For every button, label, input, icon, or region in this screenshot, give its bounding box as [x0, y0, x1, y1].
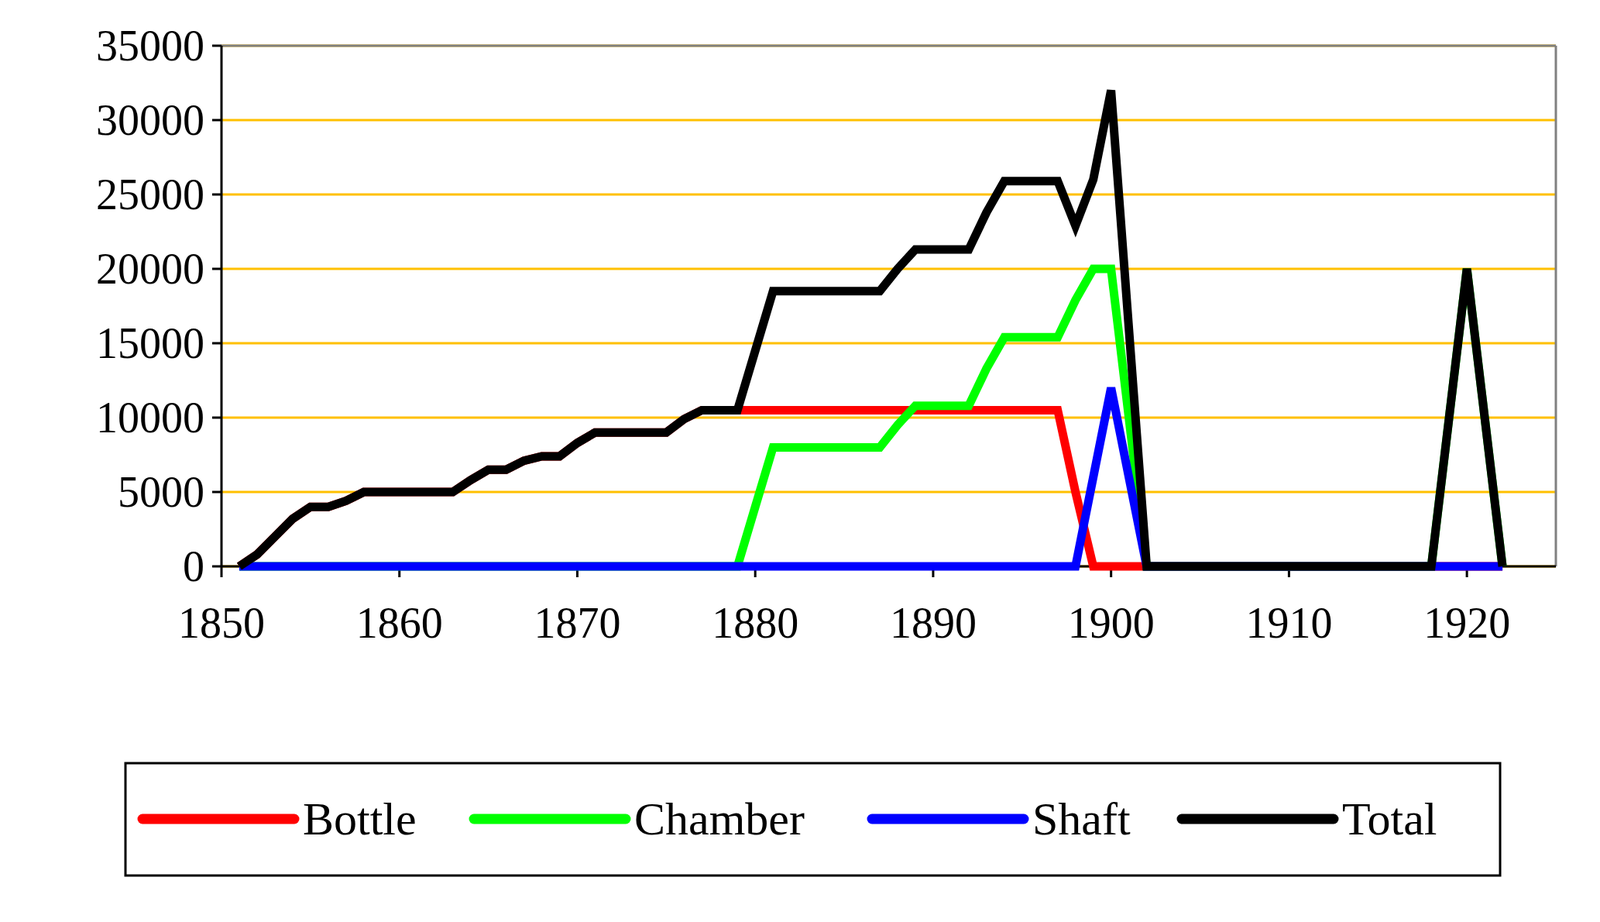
- x-tick-label: 1890: [889, 598, 977, 647]
- y-tick: [212, 342, 222, 345]
- legend-label: Chamber: [634, 793, 805, 845]
- grid-line: [221, 342, 1556, 345]
- y-tick-label: 30000: [96, 96, 205, 145]
- x-tick-label: 1910: [1245, 598, 1333, 647]
- y-tick: [212, 44, 222, 48]
- series-line: [239, 268, 1503, 567]
- legend-swatch: [473, 813, 626, 825]
- x-tick-label: 1870: [533, 598, 621, 647]
- legend: Bottle Chamber Shaft Total: [125, 762, 1501, 876]
- plot-area: [239, 90, 1503, 567]
- y-tick: [212, 193, 222, 196]
- x-tick: [220, 566, 224, 577]
- y-tick: [212, 267, 222, 271]
- frame: [1555, 45, 1558, 567]
- x-tick-label: 1850: [178, 598, 265, 647]
- y-tick: [212, 119, 222, 122]
- y-tick-label: 15000: [96, 319, 205, 368]
- legend-label: Bottle: [302, 793, 417, 845]
- legend-box: [125, 762, 1501, 876]
- grid-line: [221, 193, 1556, 196]
- y-tick-label: 35000: [96, 21, 205, 70]
- grid-line: [221, 416, 1556, 419]
- y-axis: [220, 45, 224, 567]
- y-tick-label: 0: [182, 542, 205, 591]
- series-line: [239, 90, 1503, 567]
- series-line: [239, 387, 1503, 567]
- grid-line: [221, 267, 1556, 271]
- grid-line: [221, 44, 1556, 48]
- x-tick-label: 1900: [1067, 598, 1155, 647]
- x-tick-label: 1880: [711, 598, 799, 647]
- y-tick: [212, 416, 222, 419]
- y-tick: [212, 490, 222, 494]
- legend-label: Shaft: [1032, 793, 1131, 845]
- legend-swatch: [1181, 813, 1334, 825]
- y-tick-label: 10000: [96, 393, 205, 442]
- legend-label: Total: [1342, 793, 1437, 845]
- y-tick: [212, 565, 222, 568]
- y-tick-label: 25000: [96, 170, 205, 219]
- legend-swatch: [872, 813, 1024, 825]
- chart: 0 5000 10000 15000 20000 25000 30000 35000 1850 1…: [0, 0, 1600, 922]
- legend-swatch: [142, 813, 295, 825]
- x-tick-label: 1920: [1423, 598, 1511, 647]
- y-tick-label: 20000: [96, 244, 205, 293]
- grid-line: [221, 119, 1556, 122]
- x-tick-label: 1860: [356, 598, 443, 647]
- y-tick-label: 5000: [117, 467, 205, 516]
- frame: [221, 44, 1556, 48]
